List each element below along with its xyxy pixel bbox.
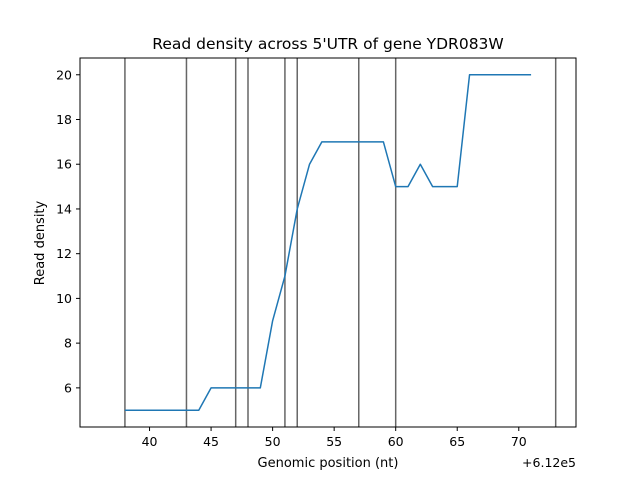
y-tick-label-14: 14	[56, 201, 72, 216]
y-tick-label-12: 12	[56, 246, 72, 261]
y-axis-ticks: 6 8 10 12 14 16 18 20	[56, 67, 80, 395]
y-tick-label-8: 8	[64, 336, 72, 351]
y-axis-label: Read density	[33, 200, 48, 285]
plot-area-frame	[79, 57, 577, 428]
x-tick-label-40: 40	[142, 434, 158, 449]
x-axis-offset-label: +6.12e5	[522, 455, 576, 470]
x-tick-label-55: 55	[326, 434, 342, 449]
vertical-markers	[124, 58, 557, 427]
x-tick-label-65: 65	[449, 434, 465, 449]
x-tick-label-45: 45	[203, 434, 219, 449]
x-axis-label: Genomic position (nt)	[258, 456, 399, 471]
chart-title: Read density across 5'UTR of gene YDR083…	[152, 35, 504, 53]
x-tick-label-60: 60	[388, 434, 404, 449]
x-tick-label-70: 70	[511, 434, 527, 449]
y-tick-label-6: 6	[64, 380, 72, 395]
y-tick-label-10: 10	[56, 291, 72, 306]
x-axis-ticks: 40 45 50 55 60 65 70	[142, 427, 527, 449]
y-tick-label-20: 20	[56, 67, 72, 82]
y-tick-label-18: 18	[56, 112, 72, 127]
series-line-0	[124, 74, 532, 411]
y-tick-label-16: 16	[56, 157, 72, 172]
x-tick-label-50: 50	[265, 434, 281, 449]
series-layer	[124, 74, 532, 411]
